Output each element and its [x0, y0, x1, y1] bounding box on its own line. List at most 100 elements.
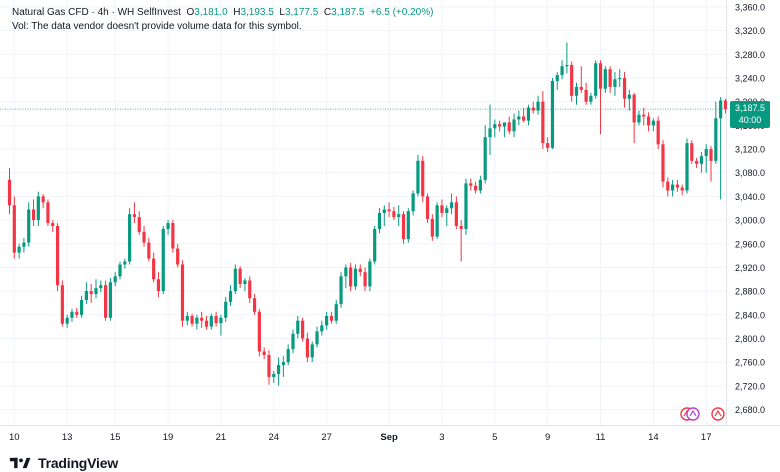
candle-body	[228, 291, 233, 302]
candle-body	[128, 214, 132, 262]
candle-body	[99, 285, 103, 289]
candle-body	[478, 179, 482, 191]
candle-body	[325, 315, 329, 326]
candle-body	[675, 184, 679, 188]
candle-body	[699, 156, 704, 164]
economic-event-icon[interactable]	[711, 407, 725, 421]
candle-body	[252, 298, 257, 312]
candle-body	[685, 143, 689, 191]
candle-body	[36, 196, 40, 221]
candle-body	[565, 65, 569, 67]
candle-body	[104, 285, 108, 318]
candle-body	[305, 338, 310, 358]
candle-body	[296, 320, 300, 334]
x-tick-label: Sep	[380, 432, 398, 443]
event-marker-glyph	[714, 409, 722, 417]
high-value: 3,193.5	[240, 7, 274, 18]
candle-body	[353, 268, 358, 287]
high-label: H	[233, 7, 241, 18]
candle-body	[272, 373, 276, 377]
tradingview-logo[interactable]: TradingView	[8, 454, 118, 472]
candle-body	[469, 183, 473, 186]
candle-body	[445, 208, 449, 213]
low-label: L	[279, 7, 285, 18]
candle-body	[233, 268, 237, 292]
economic-event-icon[interactable]	[686, 407, 700, 421]
candle-body	[84, 291, 88, 300]
y-tick-label: 3,040.0	[735, 192, 765, 202]
candle-body	[435, 205, 439, 237]
candle-body	[257, 311, 261, 352]
candle-body	[224, 301, 228, 318]
candle-body	[276, 365, 281, 374]
candle-body	[147, 242, 151, 259]
low-value: 3,177.5	[284, 7, 319, 18]
y-tick-label: 2,840.0	[735, 310, 765, 320]
candle-body	[459, 226, 463, 229]
candle-body	[70, 311, 74, 318]
x-tick-label: 13	[62, 432, 73, 443]
candle-body	[546, 143, 550, 148]
x-tick-label: 11	[596, 432, 606, 443]
y-tick-label: 2,800.0	[735, 334, 765, 344]
candle-body	[401, 214, 406, 240]
candle-body	[152, 258, 156, 280]
candle-body	[550, 80, 555, 148]
candle-body	[161, 228, 165, 292]
candle-body	[171, 223, 175, 249]
candle-body	[156, 279, 161, 292]
y-tick-label: 2,720.0	[735, 381, 765, 391]
y-tick-label: 2,880.0	[735, 287, 765, 297]
candle-body	[75, 311, 79, 315]
candle-body	[579, 86, 583, 90]
candle-body	[51, 223, 55, 227]
x-tick-label: 19	[163, 432, 174, 443]
y-tick-label: 3,000.0	[735, 216, 765, 226]
y-tick-label: 2,960.0	[735, 239, 765, 249]
candle-body	[642, 114, 646, 117]
candle-body	[584, 89, 588, 102]
candle-body	[392, 211, 396, 218]
candle-body	[416, 160, 420, 194]
candle-body	[627, 94, 631, 99]
candle-body	[440, 205, 444, 213]
candle-body	[118, 264, 122, 277]
candle-body	[382, 209, 386, 213]
candle-body	[622, 78, 627, 99]
candle-body	[22, 242, 26, 247]
x-tick-label: 27	[321, 432, 332, 443]
candle-body	[680, 187, 684, 191]
candle-body	[560, 66, 564, 76]
candle-body	[180, 264, 185, 321]
x-tick-label: 15	[110, 432, 121, 443]
candle-body	[430, 218, 434, 237]
candle-body	[449, 202, 454, 209]
open-label: O	[186, 7, 195, 18]
candle-body	[666, 181, 670, 191]
candle-body	[132, 214, 137, 218]
y-tick-label: 3,240.0	[735, 74, 765, 84]
candle-body	[632, 94, 636, 123]
candle-body	[613, 79, 617, 87]
candle-body	[570, 65, 574, 96]
candle-body	[46, 202, 50, 224]
x-tick-label: 5	[492, 432, 497, 443]
candle-body	[31, 209, 36, 221]
y-tick-label: 3,320.0	[735, 26, 765, 36]
candle-body	[204, 320, 209, 327]
candle-body	[27, 209, 31, 243]
candle-body	[190, 315, 194, 324]
y-tick-label: 3,080.0	[735, 168, 765, 178]
y-tick-label: 3,280.0	[735, 50, 765, 60]
candle-body	[368, 261, 372, 287]
candle-body	[267, 355, 271, 377]
candle-body	[137, 217, 141, 232]
candle-body	[65, 317, 69, 324]
candle-body	[397, 214, 401, 218]
candle-body	[315, 331, 319, 345]
candle-body	[301, 320, 305, 339]
candle-body	[661, 144, 665, 182]
candle-body	[598, 63, 603, 89]
candle-body	[286, 349, 290, 363]
